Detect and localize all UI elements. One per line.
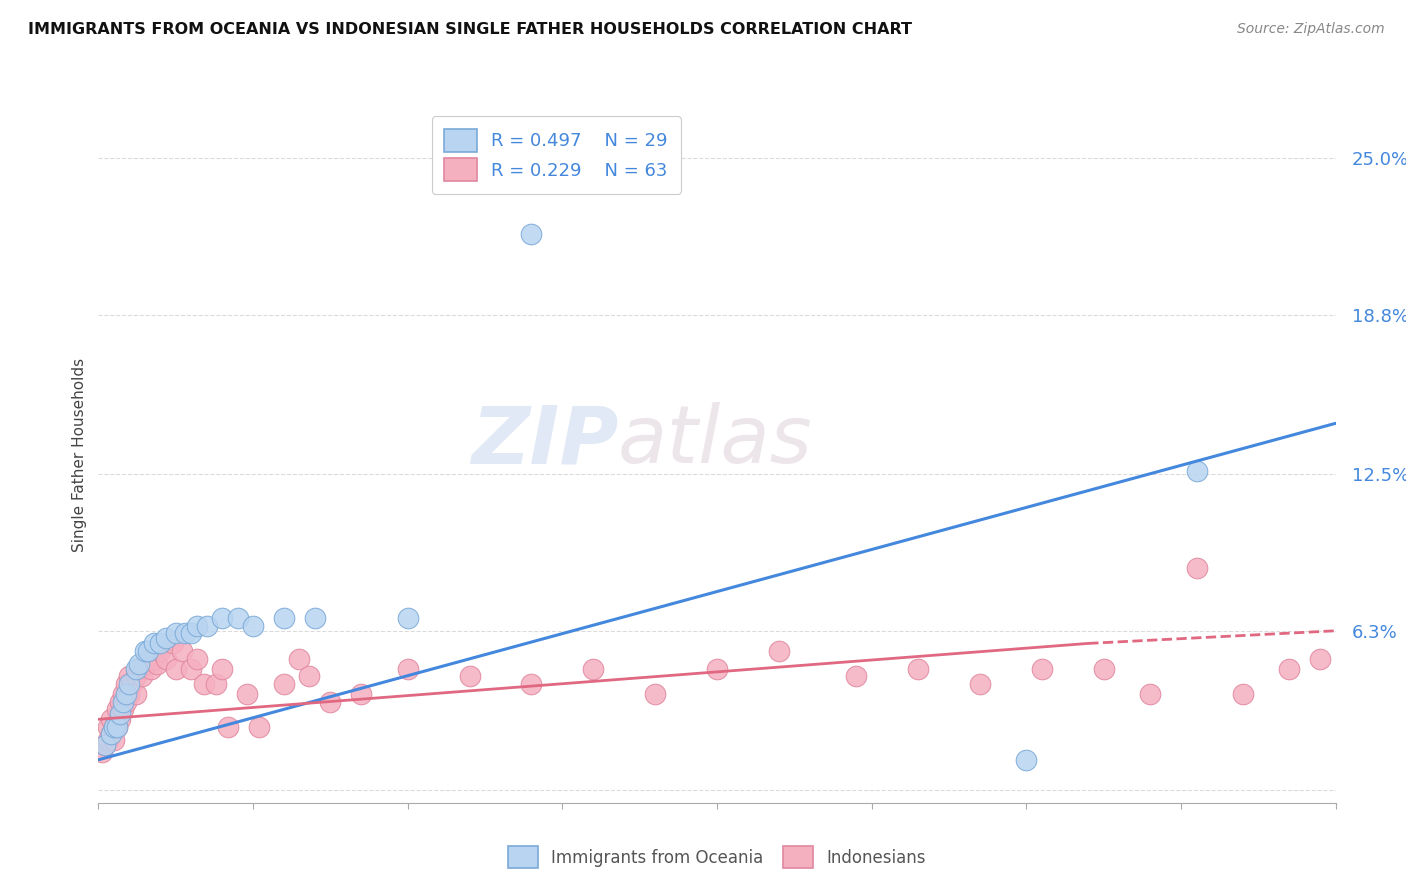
Point	[644, 687, 666, 701]
Point	[128, 662, 150, 676]
Point	[205, 677, 228, 691]
Point	[162, 636, 184, 650]
Point	[520, 677, 543, 691]
Point	[1232, 687, 1254, 701]
Text: Source: ZipAtlas.com: Source: ZipAtlas.com	[1237, 22, 1385, 37]
Point	[304, 611, 326, 625]
Point	[520, 227, 543, 241]
Point	[115, 677, 138, 691]
Point	[845, 669, 868, 683]
Point	[242, 618, 264, 632]
Point	[121, 677, 143, 691]
Point	[1015, 753, 1038, 767]
Point	[226, 611, 249, 625]
Point	[146, 657, 169, 671]
Point	[396, 662, 419, 676]
Point	[143, 651, 166, 665]
Point	[93, 738, 115, 752]
Legend: Immigrants from Oceania, Indonesians: Immigrants from Oceania, Indonesians	[501, 839, 934, 874]
Point	[195, 618, 218, 632]
Point	[236, 687, 259, 701]
Point	[706, 662, 728, 676]
Point	[103, 720, 125, 734]
Point	[1139, 687, 1161, 701]
Point	[105, 720, 128, 734]
Text: ZIP: ZIP	[471, 402, 619, 480]
Point	[298, 669, 321, 683]
Point	[155, 632, 177, 646]
Point	[143, 636, 166, 650]
Point	[149, 636, 172, 650]
Point	[90, 745, 112, 759]
Point	[1031, 662, 1053, 676]
Point	[273, 611, 295, 625]
Point	[247, 720, 270, 734]
Point	[115, 695, 138, 709]
Point	[193, 677, 215, 691]
Point	[134, 644, 156, 658]
Point	[118, 677, 141, 691]
Point	[350, 687, 373, 701]
Point	[124, 662, 146, 676]
Point	[211, 611, 233, 625]
Point	[100, 727, 122, 741]
Point	[97, 720, 120, 734]
Point	[124, 669, 146, 683]
Point	[118, 687, 141, 701]
Text: IMMIGRANTS FROM OCEANIA VS INDONESIAN SINGLE FATHER HOUSEHOLDS CORRELATION CHART: IMMIGRANTS FROM OCEANIA VS INDONESIAN SI…	[28, 22, 912, 37]
Point	[108, 707, 131, 722]
Point	[149, 644, 172, 658]
Point	[103, 732, 125, 747]
Point	[105, 720, 128, 734]
Point	[100, 727, 122, 741]
Point	[136, 644, 159, 658]
Point	[112, 702, 135, 716]
Point	[118, 669, 141, 683]
Point	[582, 662, 605, 676]
Point	[105, 702, 128, 716]
Point	[108, 695, 131, 709]
Point	[124, 687, 146, 701]
Point	[165, 662, 187, 676]
Point	[112, 695, 135, 709]
Point	[97, 732, 120, 747]
Y-axis label: Single Father Households: Single Father Households	[72, 358, 87, 552]
Point	[131, 669, 153, 683]
Point	[100, 712, 122, 726]
Point	[458, 669, 481, 683]
Point	[186, 651, 208, 665]
Point	[969, 677, 991, 691]
Point	[115, 687, 138, 701]
Point	[103, 720, 125, 734]
Point	[180, 626, 202, 640]
Point	[396, 611, 419, 625]
Point	[211, 662, 233, 676]
Point	[1185, 560, 1208, 574]
Point	[1309, 651, 1331, 665]
Point	[112, 687, 135, 701]
Point	[134, 657, 156, 671]
Point	[1278, 662, 1301, 676]
Point	[93, 738, 115, 752]
Point	[108, 712, 131, 726]
Point	[165, 626, 187, 640]
Point	[139, 662, 162, 676]
Point	[170, 644, 193, 658]
Point	[128, 657, 150, 671]
Point	[186, 618, 208, 632]
Point	[155, 651, 177, 665]
Point	[273, 677, 295, 691]
Point	[1092, 662, 1115, 676]
Point	[288, 651, 311, 665]
Point	[768, 644, 790, 658]
Text: atlas: atlas	[619, 402, 813, 480]
Point	[907, 662, 929, 676]
Point	[180, 662, 202, 676]
Point	[1185, 464, 1208, 478]
Point	[174, 626, 197, 640]
Point	[319, 695, 342, 709]
Point	[217, 720, 239, 734]
Point	[136, 651, 159, 665]
